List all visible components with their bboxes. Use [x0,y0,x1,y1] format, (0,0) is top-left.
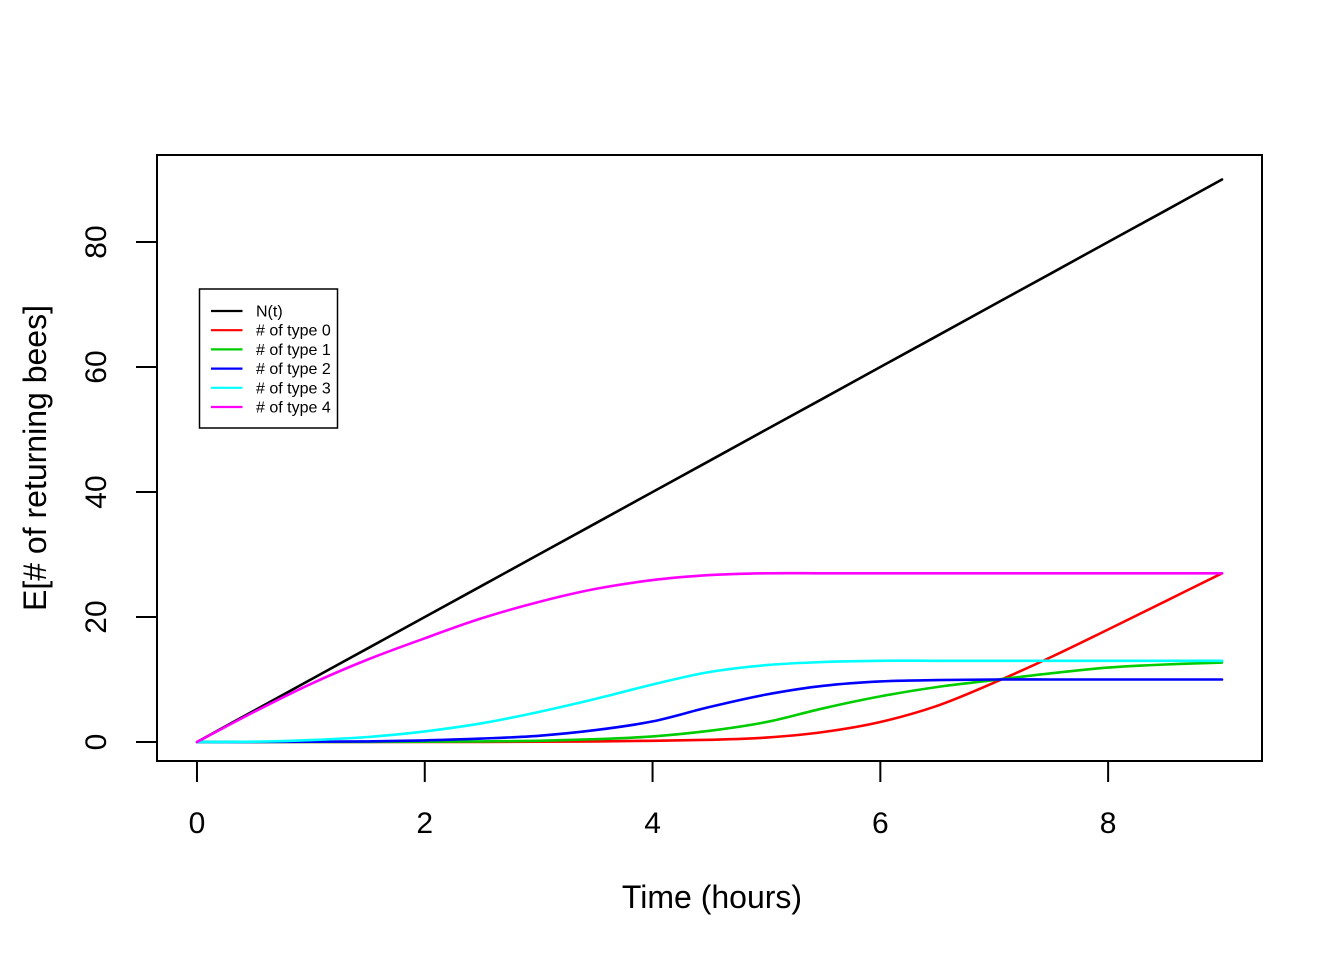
legend-label-type4: # of type 4 [256,400,331,417]
curve-group [195,178,1224,744]
x-axis-title: Time (hours) [622,879,802,915]
series-line-3 [195,678,1224,744]
legend-box [198,288,339,429]
x-tick-label: 0 [189,807,206,840]
y-tick-label: 40 [80,475,113,508]
series-line-5 [195,571,1224,744]
legend-label-type0: # of type 0 [256,323,331,340]
x-tick-label: 2 [416,807,433,840]
y-tick-label: 0 [80,734,113,751]
x-tick-label: 4 [644,807,661,840]
series-line-4 [195,659,1224,744]
y-tick-label: 80 [80,225,113,258]
legend-label-type2: # of type 2 [256,361,331,378]
legend-label-type3: # of type 3 [256,380,331,397]
legend: N(t) # of type 0 # of type 1 # of type 2… [198,288,339,429]
y-axis-title: E[# of returning bees] [17,305,53,611]
legend-label-type1: # of type 1 [256,342,331,359]
legend-label-nt: N(t) [256,304,283,321]
y-tick-label: 60 [80,350,113,383]
series-line-2 [195,661,1224,744]
plot-border [156,154,1263,762]
series-line-0 [195,178,1224,744]
y-tick-label: 20 [80,600,113,633]
x-tick-label: 6 [872,807,889,840]
x-tick-label: 8 [1100,807,1117,840]
